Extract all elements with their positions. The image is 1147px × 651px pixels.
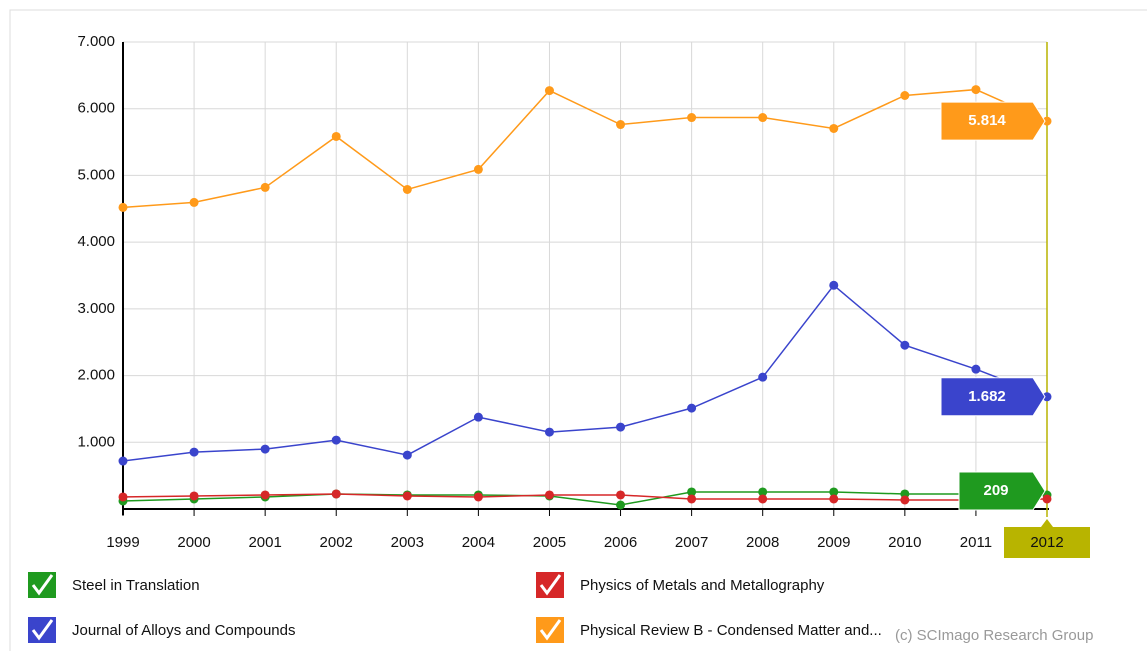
data-point [829, 280, 839, 290]
data-point [331, 489, 341, 499]
callout-box [958, 471, 1046, 511]
data-point [616, 490, 626, 500]
data-point [189, 197, 199, 207]
x-tick-label: 2000 [177, 534, 210, 551]
x-tick-label: 1999 [106, 534, 139, 551]
x-tick-label: 2003 [391, 534, 424, 551]
x-tick-label: 2001 [248, 534, 281, 551]
data-point [118, 202, 128, 212]
data-point [616, 500, 626, 510]
data-point [900, 495, 910, 505]
callout-box [940, 377, 1046, 417]
x-tick-label: 2002 [320, 534, 353, 551]
data-point [260, 490, 270, 500]
x-tick-label: 2009 [817, 534, 850, 551]
data-point [473, 492, 483, 502]
callout-label: 209 [983, 482, 1008, 499]
legend-check [539, 574, 562, 596]
legend-check [31, 619, 54, 641]
y-tick-label: 2.000 [77, 367, 115, 384]
data-point [687, 113, 697, 123]
data-point [829, 494, 839, 504]
data-point [331, 435, 341, 445]
y-tick-label: 4.000 [77, 233, 115, 250]
y-tick-label: 1.000 [77, 433, 115, 450]
data-point [402, 450, 412, 460]
x-tick-label: 2004 [462, 534, 495, 551]
legend-label: Physics of Metals and Metallography [580, 577, 825, 594]
legend-label: Physical Review B - Condensed Matter and… [580, 622, 882, 639]
data-point [758, 494, 768, 504]
x-tick-label: 2008 [746, 534, 779, 551]
highlight-box [1004, 519, 1090, 558]
legend-check [31, 574, 54, 596]
x-tick-label: 2006 [604, 534, 637, 551]
data-point [687, 487, 697, 497]
data-point [260, 444, 270, 454]
data-point [544, 490, 554, 500]
data-point [260, 182, 270, 192]
data-point [758, 113, 768, 123]
data-point [616, 422, 626, 432]
data-point [1042, 116, 1052, 126]
series-line [122, 491, 1048, 506]
data-point [1042, 494, 1052, 504]
data-point [971, 85, 981, 95]
y-tick-label: 7.000 [77, 33, 115, 50]
callout-label: 1.682 [968, 388, 1006, 405]
x-tick-label: 2005 [533, 534, 566, 551]
y-tick-label: 5.000 [77, 166, 115, 183]
data-point [544, 427, 554, 437]
x-tick-label: 2011 [960, 534, 992, 551]
data-point [544, 86, 554, 96]
legend-check [539, 619, 562, 641]
y-tick-label: 3.000 [77, 300, 115, 317]
data-point [758, 487, 768, 497]
data-point [189, 447, 199, 457]
data-point [118, 492, 128, 502]
data-point [900, 340, 910, 350]
data-point [402, 491, 412, 501]
data-point [331, 131, 341, 141]
callout-label: 5.814 [968, 112, 1006, 129]
data-point [687, 403, 697, 413]
data-point [402, 184, 412, 194]
data-point [758, 372, 768, 382]
legend-label: Steel in Translation [72, 577, 200, 594]
y-tick-label: 6.000 [77, 100, 115, 117]
data-point [1042, 392, 1052, 402]
series-line [122, 493, 1048, 501]
series-line [122, 88, 1048, 209]
data-point [971, 364, 981, 374]
legend-label: Journal of Alloys and Compounds [72, 622, 295, 639]
data-point [687, 494, 697, 504]
data-point [189, 491, 199, 501]
x-tick-label: 2010 [888, 534, 921, 551]
callout-box [940, 101, 1046, 141]
data-point [616, 120, 626, 130]
x-tick-label: 2012 [1030, 534, 1063, 551]
data-point [829, 123, 839, 133]
series-line [122, 284, 1048, 462]
data-point [473, 412, 483, 422]
x-tick-label: 2007 [675, 534, 708, 551]
data-point [118, 456, 128, 466]
data-point [900, 91, 910, 101]
credit: (c) SCImago Research Group [895, 627, 1093, 644]
data-point [473, 164, 483, 174]
data-point [829, 487, 839, 497]
